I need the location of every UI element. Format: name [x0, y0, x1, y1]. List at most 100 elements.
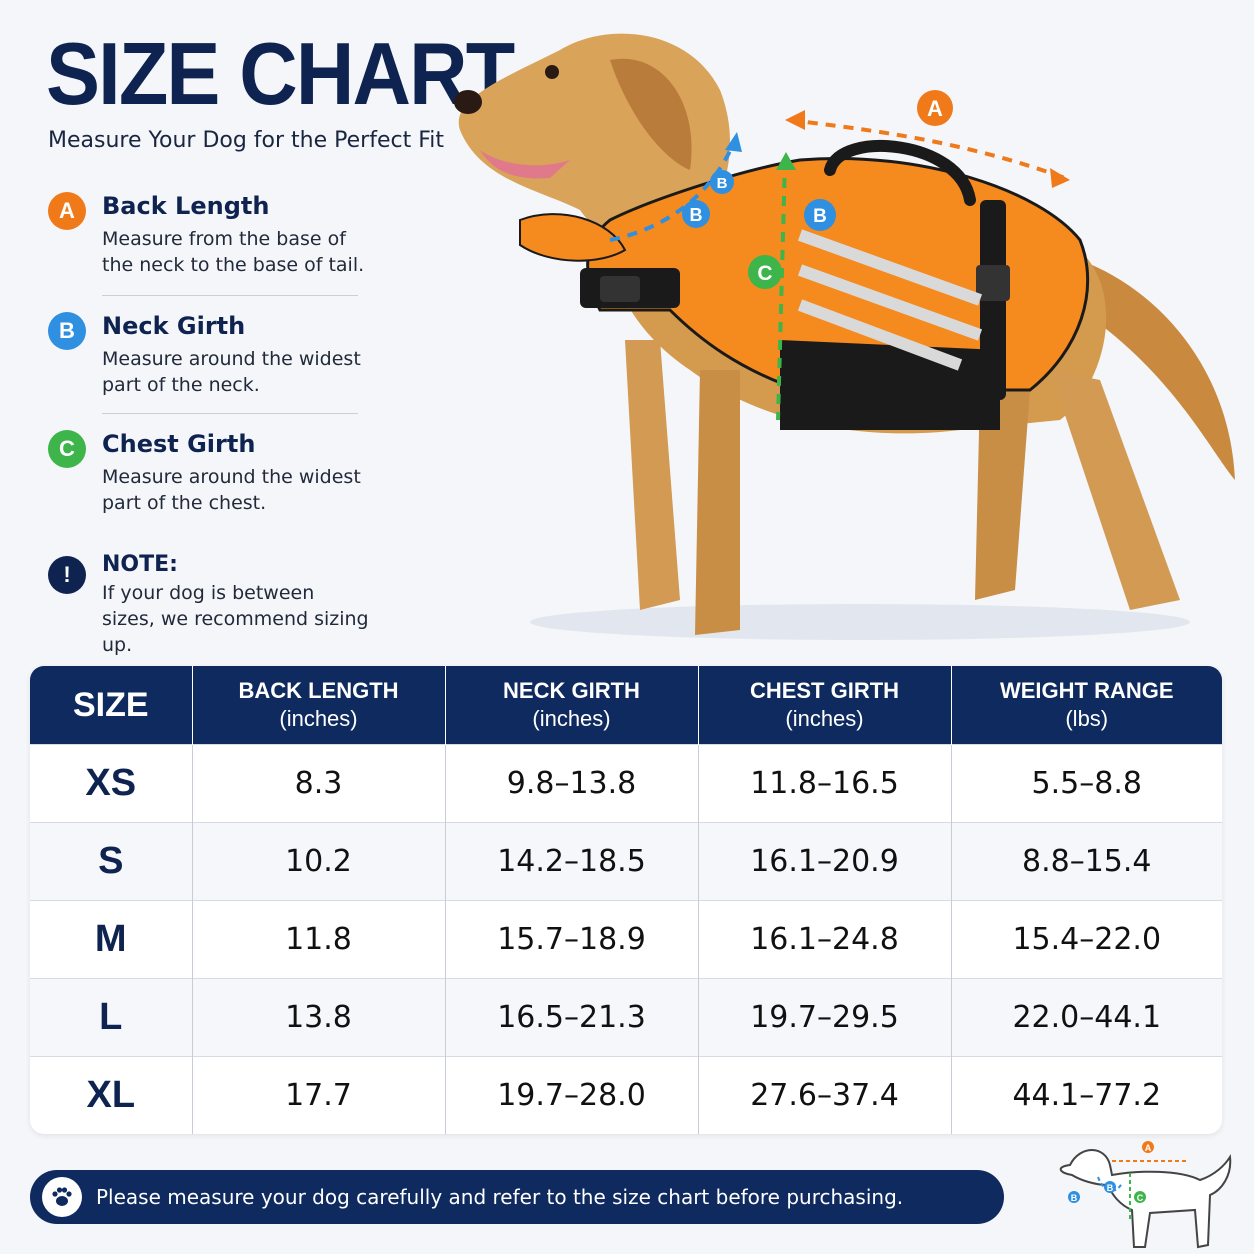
measure-title: Chest Girth: [102, 430, 256, 458]
reflective-stripe: [797, 299, 963, 371]
paw-icon: [42, 1177, 82, 1217]
measure-neck-girth: B Neck Girth Measure around the widest p…: [48, 312, 368, 402]
cell-neck-girth: 15.7–18.9: [445, 899, 699, 978]
cell-weight-range: 5.5–8.8: [951, 743, 1222, 822]
header-weight-range: WEIGHT RANGE (lbs): [951, 666, 1222, 744]
measure-desc: Measure around the widest part of the ch…: [102, 466, 361, 514]
divider: [102, 295, 358, 296]
exclamation-icon: !: [48, 556, 86, 594]
dog-leg-back-right: [1050, 370, 1180, 610]
reflective-stripe: [797, 229, 983, 306]
cell-neck-girth: 19.7–28.0: [445, 1055, 699, 1134]
arrow-head: [1050, 168, 1070, 188]
dog-leg-front-right: [695, 370, 740, 635]
mini-label-a: A: [1145, 1143, 1152, 1153]
dog-leg-front-left: [625, 340, 680, 610]
header-chest-girth: CHEST GIRTH (inches): [698, 666, 952, 744]
cell-weight-range: 44.1–77.2: [951, 1055, 1222, 1134]
mini-label-b: B: [1071, 1193, 1078, 1203]
table-header-row: SIZE BACK LENGTH (inches) NECK GIRTH (inch…: [30, 666, 1222, 744]
footer-banner: Please measure your dog carefully and re…: [30, 1170, 1004, 1224]
mini-label-b: B: [1107, 1183, 1114, 1193]
header-size: SIZE: [30, 666, 193, 744]
measure-back-length: A Back Length Measure from the base of t…: [48, 192, 368, 282]
arrow-head: [776, 152, 796, 170]
vest-handle: [824, 140, 976, 206]
arrow-chest-girth: [776, 159, 787, 421]
table-row: XL 17.7 19.7–28.0 27.6–37.4 44.1–77.2: [30, 1055, 1222, 1134]
cell-chest-girth: 27.6–37.4: [698, 1055, 952, 1134]
cell-weight-range: 8.8–15.4: [951, 821, 1222, 900]
label-a-icon: [917, 90, 953, 126]
cell-neck-girth: 14.2–18.5: [445, 821, 699, 900]
arrow-neck-girth: [609, 139, 737, 242]
vest-float-collar: [519, 213, 627, 262]
table-row: S 10.2 14.2–18.5 16.1–20.9 8.8–15.4: [30, 821, 1222, 900]
label-a-text: A: [927, 96, 943, 121]
cell-back-length: 17.7: [192, 1055, 446, 1134]
badge-b-icon: B: [48, 312, 86, 350]
table-row: M 11.8 15.7–18.9 16.1–24.8 15.4–22.0: [30, 899, 1222, 978]
mini-label-c-icon: [1134, 1191, 1146, 1203]
measure-desc: Measure from the base of the neck to the…: [102, 228, 365, 276]
cell-size: L: [30, 977, 193, 1056]
dog-eye: [545, 65, 559, 79]
dog-nose: [454, 90, 482, 114]
page-subtitle: Measure Your Dog for the Perfect Fit: [48, 128, 444, 153]
label-b-text: B: [813, 206, 827, 227]
measure-title: Back Length: [102, 192, 270, 220]
table-row: XS 8.3 9.8–13.8 11.8–16.5 5.5–8.8: [30, 743, 1222, 822]
page-title: SIZE CHART: [46, 24, 515, 123]
dog-vest-illustration: A B B B C: [454, 33, 1235, 640]
cell-chest-girth: 16.1–20.9: [698, 821, 952, 900]
dog-tongue: [480, 150, 570, 179]
label-b-icon: [804, 199, 836, 231]
mini-label-a-icon: [1142, 1141, 1154, 1153]
arrow-back-length: [789, 118, 1066, 180]
note-desc: If your dog is between sizes, we recomme…: [102, 582, 369, 656]
cell-back-length: 13.8: [192, 977, 446, 1056]
cell-size: XS: [30, 743, 193, 822]
cell-neck-girth: 16.5–21.3: [445, 977, 699, 1056]
footer-text: Please measure your dog carefully and re…: [96, 1185, 904, 1209]
cell-chest-girth: 16.1–24.8: [698, 899, 952, 978]
cell-chest-girth: 19.7–29.5: [698, 977, 952, 1056]
cell-back-length: 11.8: [192, 899, 446, 978]
label-b-icon: [710, 170, 734, 194]
measure-title: Neck Girth: [102, 312, 246, 340]
mini-arrow-b: [1097, 1176, 1123, 1192]
note-title: NOTE:: [102, 552, 178, 577]
cell-size: XL: [30, 1055, 193, 1134]
header-back-length: BACK LENGTH (inches): [192, 666, 446, 744]
mini-label-b-icon: [1068, 1191, 1080, 1203]
cell-back-length: 8.3: [192, 743, 446, 822]
cell-chest-girth: 11.8–16.5: [698, 743, 952, 822]
label-c-icon: [748, 255, 782, 289]
measure-chest-girth: C Chest Girth Measure around the widest …: [48, 430, 368, 520]
size-table: SIZE BACK LENGTH (inches) NECK GIRTH (inch…: [30, 666, 1222, 1134]
arrow-head: [725, 132, 742, 152]
vest-buckle: [600, 276, 640, 302]
cell-neck-girth: 9.8–13.8: [445, 743, 699, 822]
cell-weight-range: 15.4–22.0: [951, 899, 1222, 978]
label-b-text: B: [717, 175, 728, 192]
mini-dog-diagram: A B B C: [1059, 1141, 1232, 1249]
label-b-text: B: [690, 205, 703, 225]
note: ! NOTE: If your dog is between sizes, we…: [48, 552, 369, 656]
mini-label-b-icon: [1104, 1181, 1116, 1193]
measure-desc: Measure around the widest part of the ne…: [102, 348, 361, 396]
label-c-text: C: [757, 262, 772, 285]
cell-back-length: 10.2: [192, 821, 446, 900]
label-b-icon: [682, 200, 710, 228]
cell-size: M: [30, 899, 193, 978]
vest-buckle: [976, 265, 1010, 301]
arrow-head: [785, 110, 805, 130]
dog-leg-back-left: [975, 390, 1030, 600]
badge-a-icon: A: [48, 192, 86, 230]
reflective-stripe: [797, 264, 983, 341]
vest-mesh-belly: [780, 340, 1000, 430]
ground-shadow: [530, 604, 1190, 640]
cell-weight-range: 22.0–44.1: [951, 977, 1222, 1056]
dog-ear: [610, 58, 692, 170]
dog-tail: [1080, 260, 1235, 480]
